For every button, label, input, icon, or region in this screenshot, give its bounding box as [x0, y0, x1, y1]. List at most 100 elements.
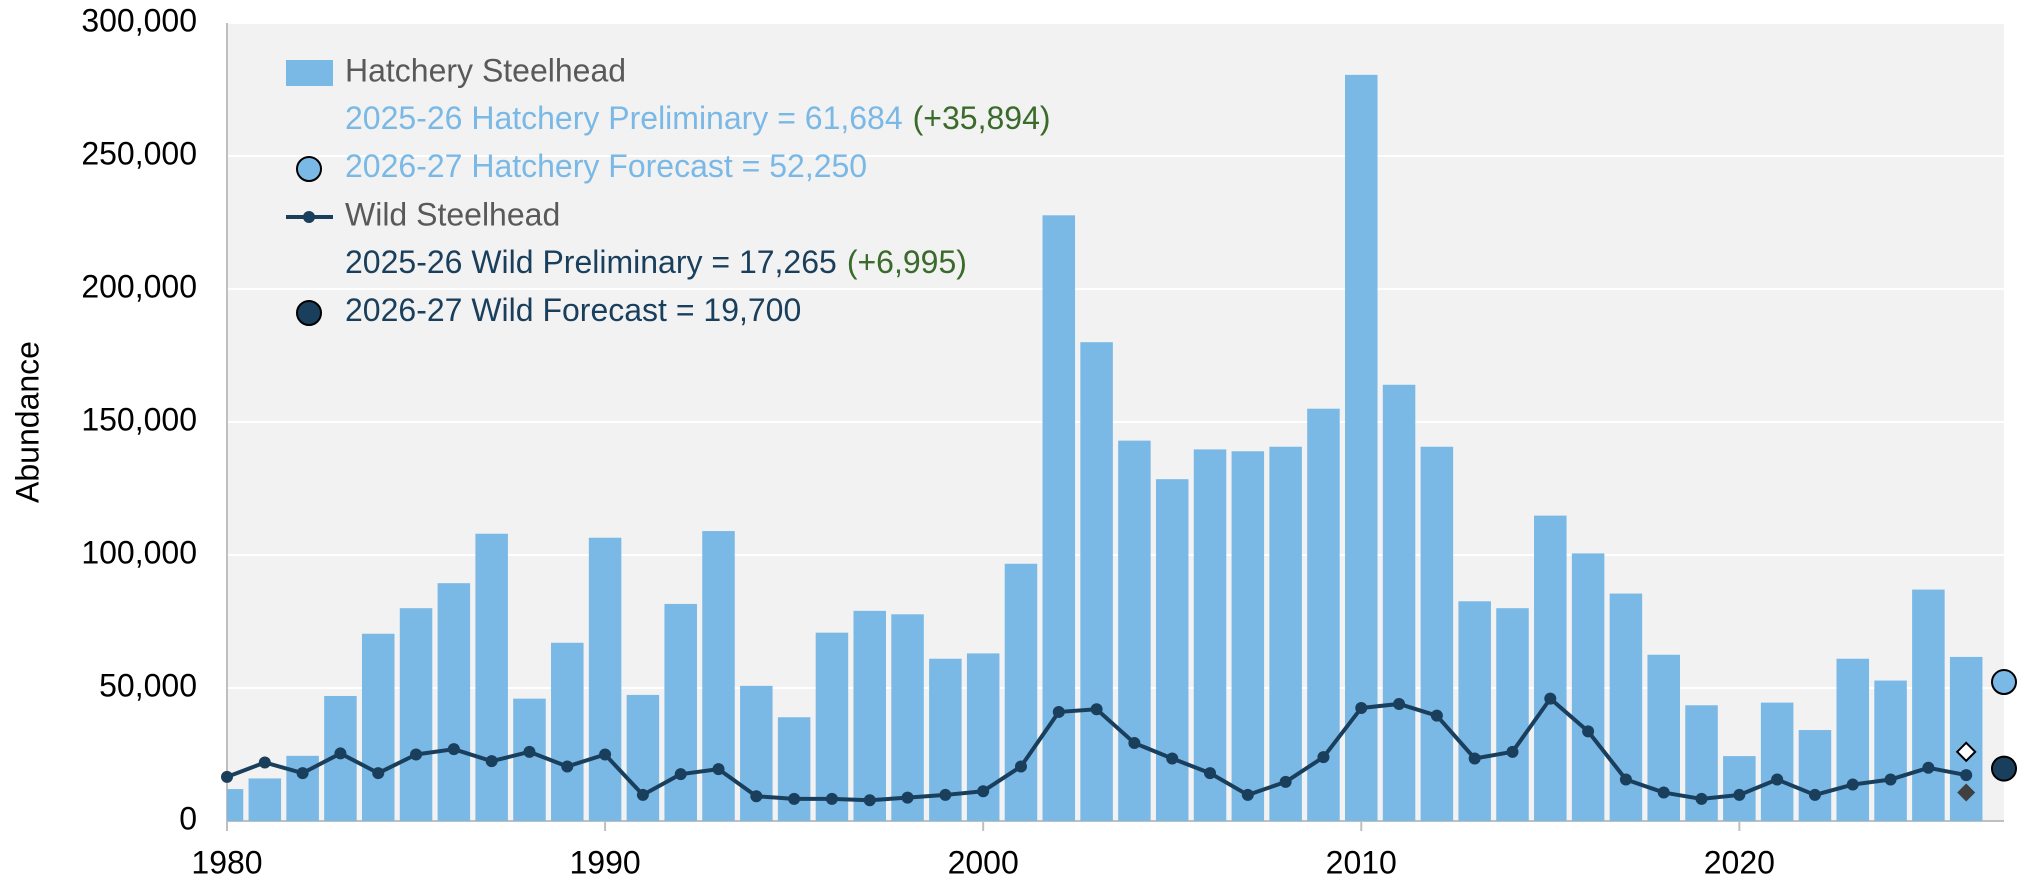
line-point	[1771, 773, 1784, 786]
bar	[1155, 479, 1189, 821]
line-point	[1506, 745, 1519, 758]
bar	[1344, 74, 1378, 821]
bar	[437, 583, 471, 821]
forecast-point	[1991, 669, 2017, 696]
line-point	[1657, 786, 1670, 799]
bar	[1571, 553, 1605, 821]
line-point	[258, 756, 271, 769]
bar	[551, 642, 584, 821]
y-tick-label: 300,000	[81, 2, 197, 38]
legend-note: 2025-26 Hatchery Preliminary = 61,684 (+3…	[345, 100, 1051, 136]
line-point	[1922, 761, 1935, 774]
line-point	[977, 785, 990, 798]
legend-label: Wild Steelhead	[345, 196, 560, 232]
marker	[1955, 741, 1977, 763]
bar	[815, 632, 849, 821]
line-point	[1619, 773, 1632, 786]
bar	[1042, 215, 1076, 821]
bar	[227, 789, 244, 821]
bar	[1193, 449, 1227, 821]
line-point	[221, 770, 233, 783]
y-tick-label: 250,000	[81, 135, 197, 171]
legend-marker	[296, 156, 322, 182]
legend-swatch	[286, 60, 333, 86]
line-point	[1090, 703, 1103, 716]
line-point	[523, 745, 536, 758]
line-point	[1166, 752, 1179, 765]
bar	[664, 603, 697, 821]
line-point	[1846, 778, 1859, 791]
line-point	[1014, 760, 1027, 773]
bar	[1269, 446, 1302, 821]
marker	[1957, 783, 1976, 802]
line-point	[1241, 788, 1254, 801]
legend-note-text: 2025-26 Hatchery Preliminary = 61,684	[345, 100, 903, 136]
bar	[1458, 601, 1491, 821]
legend-note-text: 2025-26 Wild Preliminary = 17,265	[345, 244, 837, 280]
bar	[1760, 702, 1794, 821]
bar	[1080, 342, 1113, 821]
bar	[1912, 589, 1945, 821]
line-point	[863, 794, 876, 807]
bar	[1534, 515, 1567, 821]
line-point	[1430, 709, 1443, 722]
x-tick-label: 2010	[1326, 844, 1397, 880]
line-point	[1279, 775, 1292, 788]
y-axis-label: Abundance	[9, 341, 45, 503]
legend-note-text: 2026-27 Hatchery Forecast = 52,250	[345, 148, 867, 184]
legend-marker	[296, 300, 322, 326]
line-point	[939, 788, 952, 801]
bar	[1382, 384, 1416, 821]
line-point	[561, 760, 574, 773]
line-point	[599, 748, 612, 761]
legend-note-change: (+35,894)	[913, 100, 1051, 136]
bar	[853, 610, 887, 821]
line-point	[1052, 705, 1065, 718]
x-tick-label: 2000	[948, 844, 1019, 880]
forecast-point	[1991, 755, 2017, 782]
line-point	[750, 790, 763, 803]
bar	[626, 694, 660, 821]
bar	[399, 608, 433, 821]
bar	[475, 533, 508, 821]
x-tick-label: 1990	[569, 844, 640, 880]
line-point	[674, 768, 687, 781]
legend-swatch	[303, 211, 315, 223]
line-point	[1393, 697, 1406, 710]
line-point	[1317, 751, 1330, 764]
line-point	[296, 767, 309, 780]
bar	[248, 778, 282, 821]
x-tick-label: 2020	[1704, 844, 1775, 880]
line-point	[636, 788, 649, 801]
line-point	[1884, 773, 1897, 786]
bar	[1798, 730, 1832, 821]
x-tick-label: 1980	[191, 844, 262, 880]
line-point	[1128, 737, 1141, 750]
line-point	[901, 791, 914, 804]
line-point	[1468, 752, 1481, 765]
bar	[588, 537, 622, 821]
line-point	[1582, 725, 1595, 738]
plot-group	[227, 74, 1983, 821]
legend-note: 2026-27 Hatchery Forecast = 52,250	[345, 148, 867, 184]
line-point	[1204, 767, 1217, 780]
line-point	[1544, 692, 1557, 705]
legend-note-text: 2026-27 Wild Forecast = 19,700	[345, 292, 801, 328]
line-point	[1808, 788, 1821, 801]
bar	[1836, 658, 1870, 821]
line-point	[1733, 788, 1746, 801]
line-point	[334, 747, 347, 760]
line-point	[788, 792, 801, 805]
bar	[777, 717, 811, 821]
y-tick-label: 100,000	[81, 534, 197, 570]
line-point	[410, 748, 423, 761]
line-point	[447, 743, 460, 756]
legend-note: 2025-26 Wild Preliminary = 17,265 (+6,995…	[345, 244, 967, 280]
bar	[1231, 451, 1265, 821]
bar	[1496, 608, 1529, 821]
line-point	[825, 792, 838, 805]
y-tick-label: 50,000	[99, 667, 197, 703]
line-point	[1355, 701, 1368, 714]
bar	[513, 698, 546, 821]
